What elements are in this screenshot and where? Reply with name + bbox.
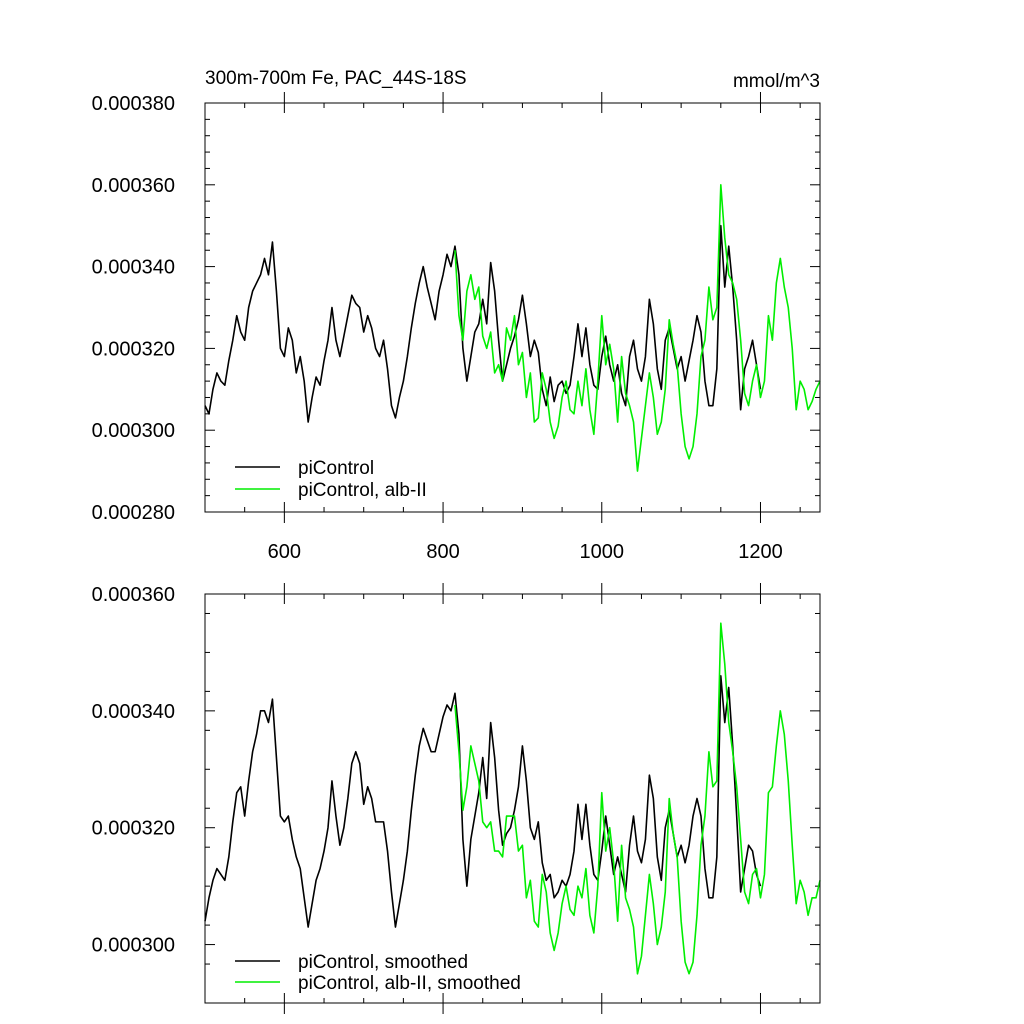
y-tick-label: 0.000300 <box>92 420 175 442</box>
bottom-panel-legend: piControl, smoothed piControl, alb-II, s… <box>235 952 521 994</box>
top-panel-lines <box>204 184 821 472</box>
legend-label-picontrol: piControl <box>298 458 374 479</box>
legend-label-alb-ii: piControl, alb-II <box>298 480 427 501</box>
bottom-panel-ticks: 0.000300 0.000320 0.000340 0.000360 <box>92 583 820 1014</box>
top-panel: 300m-700m Fe, PAC_44S-18S mmol/m^3 0.000… <box>92 68 821 563</box>
top-panel-frame <box>204 102 821 513</box>
series-line-picontrol-alb-ii-smoothed <box>454 622 821 975</box>
bottom-panel-lines <box>204 622 821 975</box>
y-tick-label: 0.000360 <box>92 584 175 606</box>
y-tick-label: 0.000300 <box>92 935 175 957</box>
y-tick-label: 0.000340 <box>92 701 175 723</box>
y-tick-label: 0.000320 <box>92 818 175 840</box>
bottom-panel-frame <box>204 593 821 1004</box>
x-tick-label: 1000 <box>580 541 625 563</box>
y-tick-label: 0.000280 <box>92 502 175 524</box>
top-panel-units: mmol/m^3 <box>733 71 820 92</box>
legend-label-picontrol-smoothed: piControl, smoothed <box>298 952 468 973</box>
x-tick-label: 600 <box>268 541 301 563</box>
series-line-picontrol-smoothed <box>204 675 762 928</box>
x-tick-label: 1200 <box>738 541 783 563</box>
top-panel-ticks: 0.000280 0.000300 0.000320 0.000340 0.000360… <box>92 92 820 563</box>
y-tick-label: 0.000320 <box>92 338 175 360</box>
series-line-picontrol <box>204 224 762 423</box>
top-panel-legend: piControl piControl, alb-II <box>235 458 427 501</box>
bottom-panel: 0.000300 0.000320 0.000340 0.000360 piContr… <box>92 583 821 1014</box>
x-tick-label: 800 <box>426 541 459 563</box>
series-line-picontrol-alb-ii <box>454 184 821 472</box>
y-tick-label: 0.000360 <box>92 175 175 197</box>
top-panel-title: 300m-700m Fe, PAC_44S-18S <box>205 68 467 89</box>
y-tick-label: 0.000380 <box>92 93 175 115</box>
y-tick-label: 0.000340 <box>92 257 175 279</box>
legend-label-alb-ii-smoothed: piControl, alb-II, smoothed <box>298 973 521 994</box>
